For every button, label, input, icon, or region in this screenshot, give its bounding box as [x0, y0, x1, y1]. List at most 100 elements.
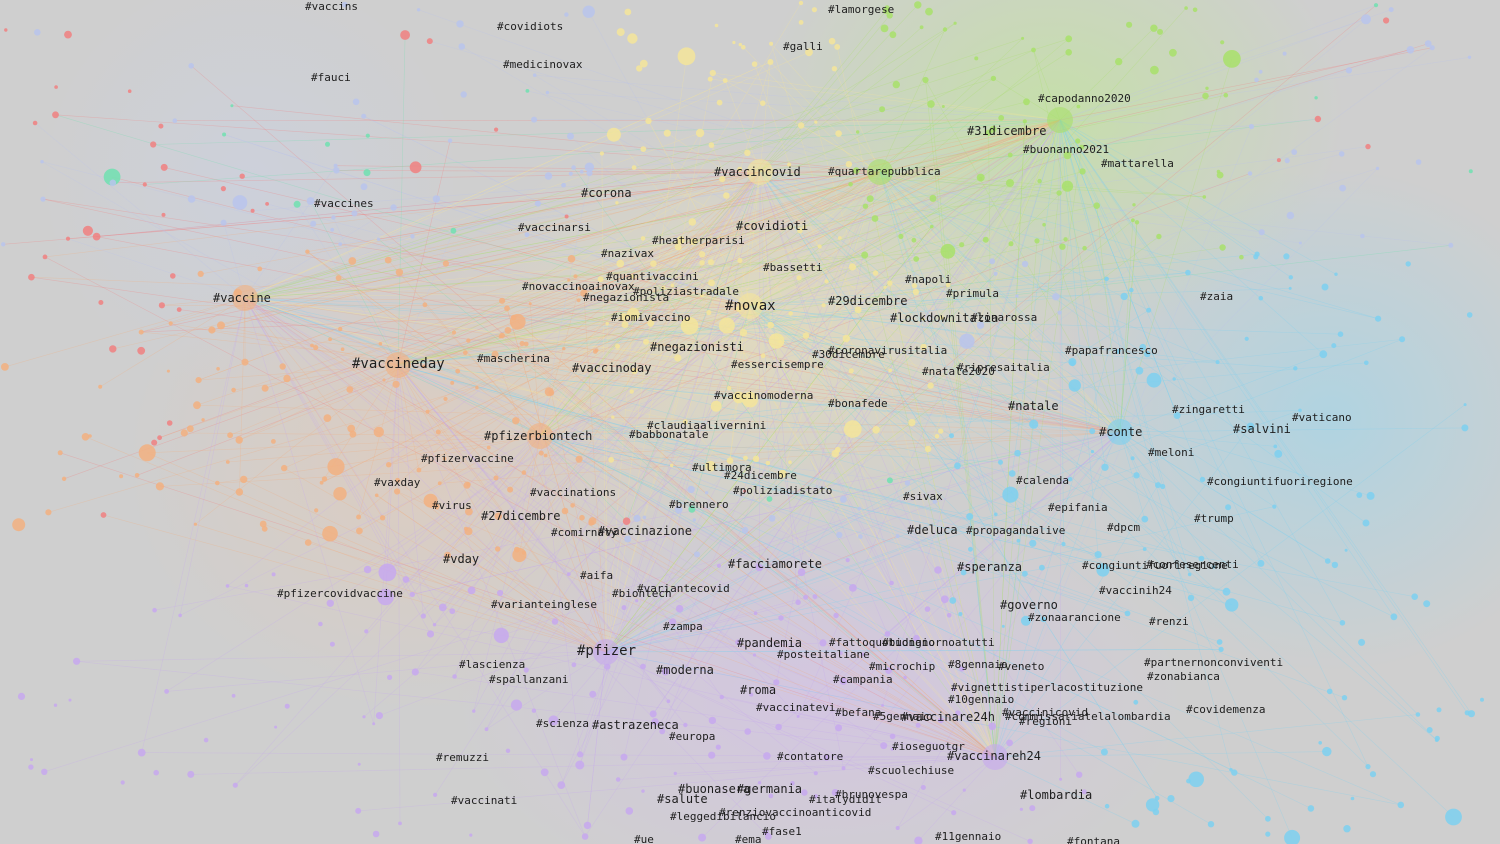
graph-edge — [721, 696, 996, 758]
graph-edge — [1119, 353, 1324, 433]
graph-edge — [501, 431, 1121, 636]
graph-edge — [447, 554, 996, 758]
graph-edge — [1059, 119, 1252, 127]
graph-edge — [44, 171, 761, 258]
graph-edge — [1059, 119, 1106, 468]
graph-node — [1216, 171, 1224, 179]
graph-edge — [519, 435, 541, 556]
graph-node — [738, 42, 742, 47]
graph-edge — [220, 171, 761, 326]
graph-node — [355, 807, 362, 814]
graph-edge — [494, 354, 607, 653]
graph-edge — [385, 364, 399, 598]
graph-node — [349, 430, 357, 438]
graph-edge — [159, 431, 1121, 487]
graph-edge — [1010, 119, 1061, 244]
graph-node — [463, 526, 468, 531]
hashtag-label: #zampa — [663, 620, 703, 633]
hashtag-label: #corona — [581, 186, 632, 200]
graph-node — [4, 28, 8, 32]
graph-edge — [378, 238, 1121, 433]
graph-edge — [1119, 222, 1138, 433]
graph-node — [941, 105, 945, 108]
graph-node — [698, 251, 706, 258]
graph-edge — [879, 29, 946, 173]
graph-hub-node — [1107, 419, 1133, 445]
graph-node — [1429, 45, 1435, 51]
graph-edge — [583, 171, 881, 294]
graph-edge — [623, 171, 761, 758]
graph-node — [306, 197, 315, 205]
graph-node — [61, 476, 67, 481]
graph-edge — [315, 347, 996, 758]
graph-edge — [321, 119, 1061, 483]
graph-node — [819, 639, 827, 647]
graph-edge — [4, 297, 246, 368]
graph-edge — [601, 153, 607, 653]
hashtag-label: #vaccinarsi — [518, 221, 591, 234]
graph-edge — [335, 165, 881, 173]
graph-node — [364, 629, 369, 634]
graph-edge — [759, 171, 1158, 799]
graph-node — [823, 754, 830, 761]
graph-edge — [224, 134, 751, 307]
graph-node — [475, 385, 479, 390]
hashtag-label: #variantecovid — [637, 582, 730, 595]
graph-edge — [994, 121, 1026, 758]
graph-edge — [530, 119, 1061, 304]
graph-node — [954, 462, 961, 470]
graph-node — [534, 200, 542, 207]
graph-edge — [397, 126, 1252, 366]
graph-edge — [486, 171, 881, 730]
graph-node — [41, 768, 48, 775]
graph-node — [458, 43, 466, 50]
graph-node — [244, 583, 249, 588]
graph-edge — [517, 321, 996, 758]
graph-node — [742, 391, 758, 408]
graph-node — [1184, 6, 1188, 10]
graph-edge — [1043, 224, 1121, 433]
graph-edge — [1059, 119, 1337, 275]
graph-node — [1345, 67, 1352, 74]
hashtag-label: #zonaarancione — [1028, 611, 1121, 624]
graph-node — [640, 663, 646, 670]
graph-node — [831, 66, 838, 72]
graph-edge — [759, 171, 892, 584]
graph-node — [1031, 47, 1036, 53]
graph-edge — [579, 288, 1121, 433]
graph-node — [581, 833, 589, 840]
graph-edge — [244, 297, 628, 540]
hashtag-label: #ripresaitalia — [957, 361, 1050, 374]
graph-edge — [526, 651, 607, 671]
graph-node — [519, 340, 525, 347]
hashtag-label: #vaccinazione — [598, 524, 692, 538]
graph-node — [835, 724, 843, 732]
graph-node — [188, 63, 194, 69]
hashtag-label: #astrazeneca — [592, 718, 679, 732]
graph-edge — [244, 297, 1013, 474]
graph-node — [1199, 476, 1206, 483]
graph-edge — [879, 171, 1367, 524]
graph-node — [1212, 565, 1216, 569]
graph-edge — [397, 364, 759, 566]
graph-node — [153, 769, 159, 776]
graph-edge — [235, 305, 751, 786]
graph-node — [338, 326, 343, 332]
graph-edge — [397, 364, 848, 561]
graph-edge — [605, 226, 933, 653]
graph-edge — [244, 297, 1202, 559]
graph-node — [589, 690, 597, 698]
graph-edge — [632, 119, 1061, 277]
graph-node — [274, 725, 278, 729]
graph-node — [319, 480, 324, 485]
graph-node — [949, 433, 954, 439]
graph-node — [420, 613, 426, 619]
graph-node — [640, 236, 646, 241]
graph-node — [1246, 422, 1255, 431]
graph-node — [357, 762, 361, 766]
graph-node — [463, 350, 468, 356]
graph-node — [1068, 379, 1082, 392]
graph-edge — [631, 171, 881, 392]
graph-node — [548, 389, 555, 396]
graph-node — [1466, 312, 1473, 318]
